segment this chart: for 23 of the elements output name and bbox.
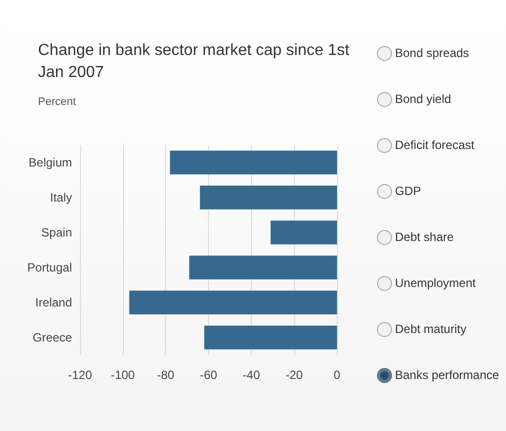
x-tick-label: -40 [242,368,260,382]
text: Unemployment [395,276,476,290]
text: Bond yield [395,92,452,106]
x-tick-label: -100 [110,368,136,382]
chart-subtitle: Percent [38,96,76,108]
text: Debt maturity [395,322,466,336]
text: GDP [395,184,422,198]
x-tick-label: -120 [68,368,92,382]
x-tick-label: -80 [156,368,175,382]
x-tick-label: -20 [285,368,304,382]
text: Deficit forecast [395,138,474,152]
text: Banks performance [395,368,500,382]
y-tick-label: Portugal [27,260,72,274]
y-tick-label: Italy [50,190,72,204]
y-tick-label: Belgium [28,156,72,170]
y-tick-label: Spain [41,226,72,240]
y-tick-label: Greece [32,330,72,344]
x-tick-label: 0 [334,368,341,382]
chart-title: Change in bank sector market cap since 1st Jan 2007 [38,41,350,83]
y-tick-label: Ireland [35,296,72,310]
x-tick-label: -60 [200,368,218,382]
text: Bond spreads [395,46,470,60]
text: Debt share [395,230,454,244]
